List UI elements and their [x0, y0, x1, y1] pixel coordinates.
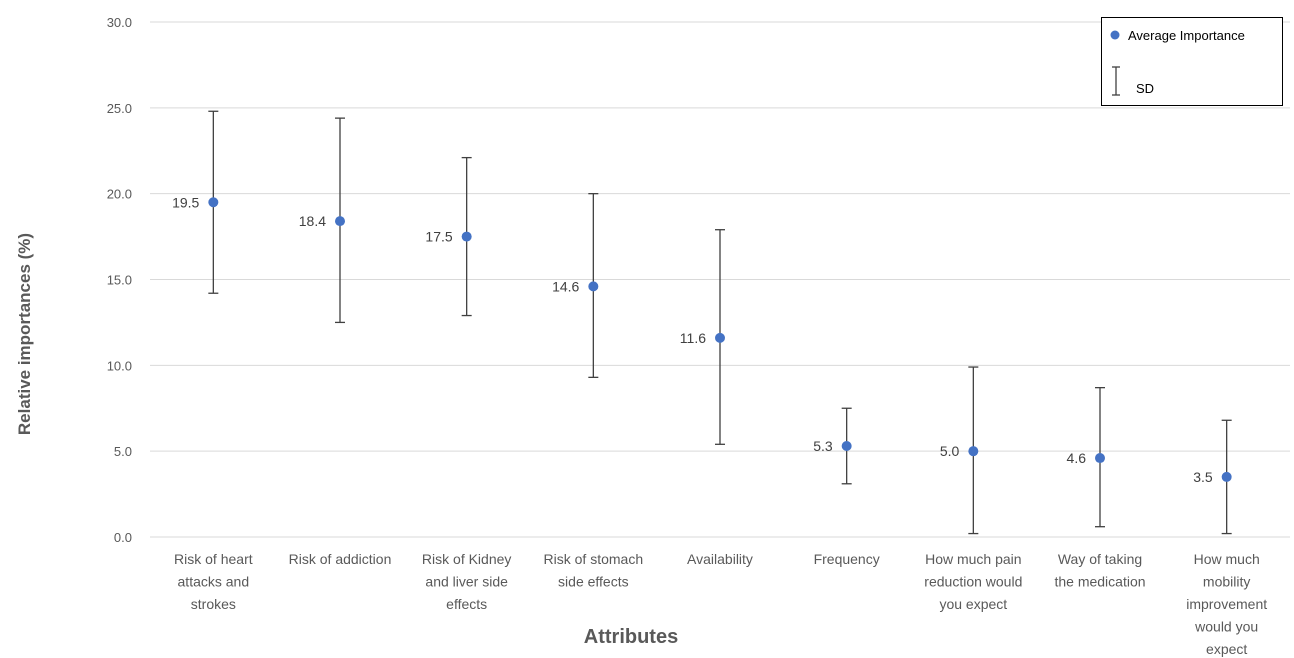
- category-label-line: mobility: [1203, 574, 1250, 590]
- category-label: Risk of Kidney and liver side effects: [422, 551, 511, 612]
- y-tick-label: 10.0: [107, 358, 132, 373]
- y-tick-label: 15.0: [107, 273, 132, 288]
- category-label-line: expect: [1206, 641, 1247, 657]
- data-point: [588, 281, 598, 291]
- category-label-line: Way of taking: [1058, 551, 1142, 567]
- category-label: Way of taking the medication: [1054, 551, 1145, 590]
- data-label: 3.5: [1193, 469, 1213, 485]
- category-label-line: Risk of addiction: [289, 551, 392, 567]
- data-point: [715, 333, 725, 343]
- data-point: [842, 441, 852, 451]
- data-label: 11.6: [680, 330, 706, 346]
- data-label: 19.5: [172, 194, 199, 210]
- category-label-line: How much pain: [925, 551, 1022, 567]
- data-label: 14.6: [552, 278, 579, 294]
- category-label-line: side effects: [558, 574, 629, 590]
- data-point: [1222, 472, 1232, 482]
- legend-average-label: Average Importance: [1128, 28, 1245, 43]
- data-label: 4.6: [1067, 450, 1087, 466]
- y-tick-label: 25.0: [107, 101, 132, 116]
- data-label: 5.3: [813, 438, 833, 454]
- y-tick-label: 5.0: [114, 444, 132, 459]
- category-label-line: strokes: [191, 596, 236, 612]
- error-bars: [208, 111, 1231, 533]
- data-label: 18.4: [299, 213, 326, 229]
- y-tick-label: 20.0: [107, 187, 132, 202]
- category-label-line: reduction would: [924, 574, 1022, 590]
- data-point: [968, 446, 978, 456]
- y-axis-title: Relative importances (%): [15, 233, 34, 435]
- category-label-line: Frequency: [814, 551, 880, 567]
- data-point: [335, 216, 345, 226]
- x-axis-title: Attributes: [584, 626, 678, 648]
- category-label: How much pain reduction would you expect: [924, 551, 1022, 612]
- category-label: Frequency: [814, 551, 880, 567]
- data-label: 17.5: [425, 229, 452, 245]
- category-label: How much mobility improvement would you expe…: [1186, 551, 1267, 657]
- category-label-line: would you: [1194, 619, 1258, 635]
- data-labels: 19.5 18.4 17.5 14.6 11.6 5.3 5.0 4.6 3.5: [172, 194, 1213, 485]
- category-label: Risk of stomach side effects: [544, 551, 644, 590]
- category-label-line: Availability: [687, 551, 753, 567]
- y-tick-label: 0.0: [114, 530, 132, 545]
- data-point: [462, 232, 472, 242]
- category-label-line: How much: [1194, 551, 1260, 567]
- category-label: Risk of addiction: [289, 551, 392, 567]
- legend-point-marker: [1108, 28, 1122, 42]
- y-tick-label: 30.0: [107, 15, 132, 30]
- category-label: Availability: [687, 551, 753, 567]
- category-label-line: Risk of stomach: [544, 551, 644, 567]
- category-label-line: effects: [446, 596, 487, 612]
- category-label-line: attacks and: [178, 574, 250, 590]
- y-axis-ticks: 0.0 5.0 10.0 15.0 20.0 25.0 30.0: [107, 15, 132, 545]
- legend-sd-label: SD: [1136, 81, 1154, 96]
- data-label: 5.0: [940, 443, 960, 459]
- x-axis-categories: Risk of heart attacks and strokes Risk of a…: [174, 551, 1267, 657]
- category-label-line: improvement: [1186, 596, 1267, 612]
- category-label-line: Risk of heart: [174, 551, 253, 567]
- category-label: Risk of heart attacks and strokes: [174, 551, 253, 612]
- legend: Average Importance SD: [1101, 17, 1283, 106]
- data-point: [1095, 453, 1105, 463]
- category-label-line: the medication: [1054, 574, 1145, 590]
- legend-sd-marker: [1110, 66, 1122, 96]
- data-point: [208, 197, 218, 207]
- category-label-line: you expect: [939, 596, 1007, 612]
- category-label-line: and liver side: [425, 574, 508, 590]
- category-label-line: Risk of Kidney: [422, 551, 511, 567]
